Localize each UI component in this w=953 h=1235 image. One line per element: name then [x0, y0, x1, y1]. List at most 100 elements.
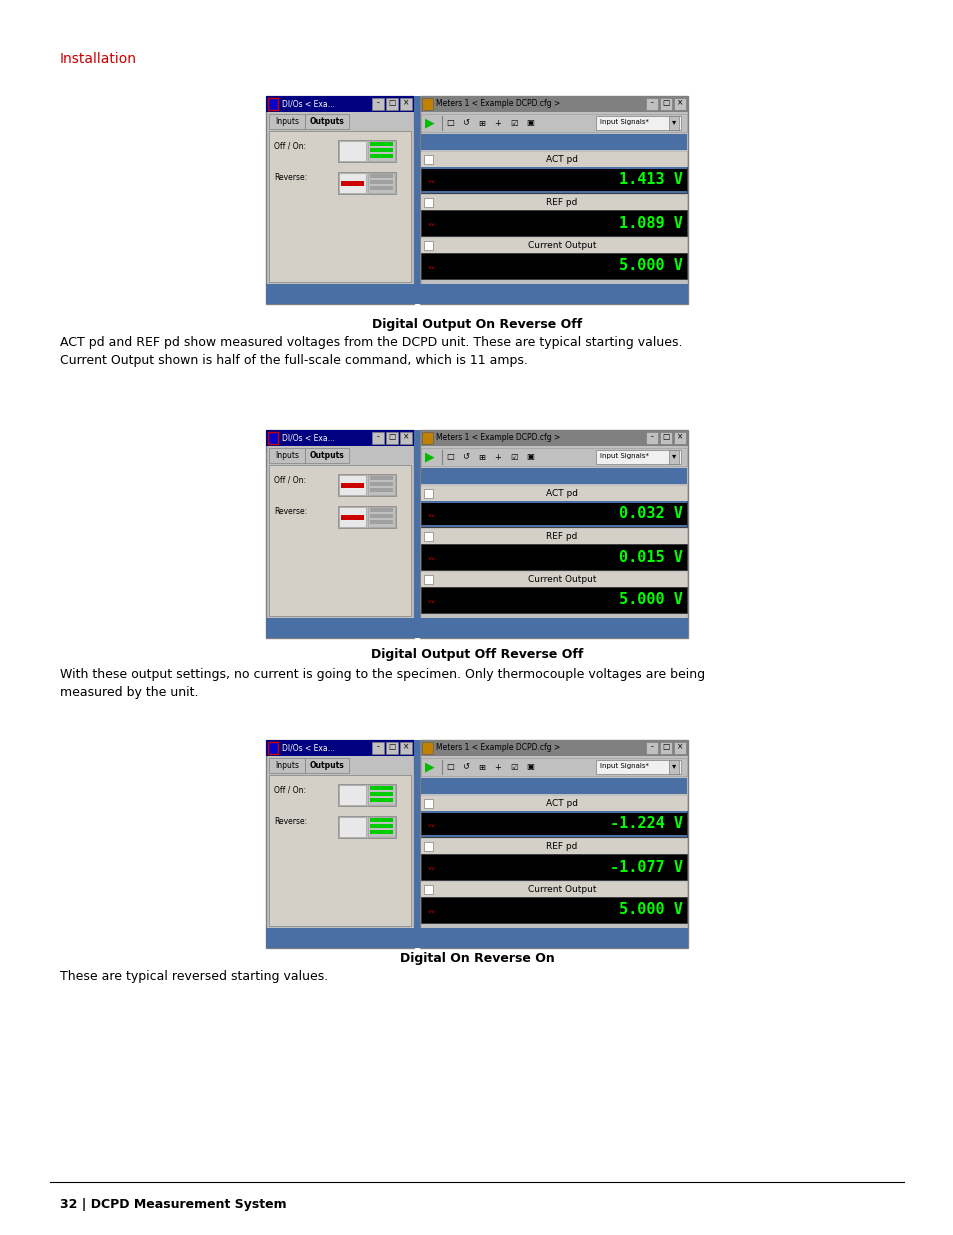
Text: Reverse:: Reverse: [274, 173, 307, 183]
Bar [340, 483, 364, 488]
Text: □: □ [388, 432, 395, 441]
Text: ↺: ↺ [462, 452, 469, 462]
Text: 32 | DCPD Measurement System: 32 | DCPD Measurement System [60, 1198, 286, 1212]
Bar [266, 430, 414, 638]
Bar [419, 96, 687, 112]
Text: 1.089 V: 1.089 V [618, 215, 682, 231]
Bar [420, 839, 686, 853]
Text: ᵥᵥ: ᵥᵥ [428, 175, 436, 185]
Text: Inputs: Inputs [274, 451, 298, 459]
Bar [370, 830, 393, 834]
Text: Inputs: Inputs [274, 761, 298, 769]
Bar [370, 148, 393, 152]
Bar [370, 792, 393, 797]
Bar [420, 897, 686, 923]
Bar [596, 450, 680, 464]
Text: ▶: ▶ [425, 451, 435, 463]
Text: ×: × [402, 432, 409, 441]
Text: ACT pd: ACT pd [545, 799, 578, 808]
Text: +: + [494, 762, 501, 772]
Bar [269, 131, 411, 282]
Text: 5.000 V: 5.000 V [618, 258, 682, 273]
Text: ⊞: ⊞ [478, 452, 485, 462]
Bar [337, 784, 395, 806]
Bar [268, 742, 277, 755]
Text: □: □ [446, 762, 454, 772]
Text: ᵥᵥ: ᵥᵥ [428, 219, 436, 228]
Bar [370, 142, 393, 146]
Text: These are typical reversed starting values.: These are typical reversed starting valu… [60, 969, 328, 983]
Bar [420, 210, 686, 236]
Text: ▾: ▾ [671, 117, 676, 126]
Bar [423, 799, 433, 808]
Bar [370, 475, 393, 480]
Text: +: + [494, 452, 501, 462]
Text: 5.000 V: 5.000 V [618, 903, 682, 918]
Text: Digital On Reverse On: Digital On Reverse On [399, 952, 554, 965]
Text: ▣: ▣ [525, 762, 534, 772]
Text: Current Output: Current Output [527, 241, 596, 249]
Text: Outputs: Outputs [310, 761, 344, 769]
Text: ▶: ▶ [425, 761, 435, 773]
Text: -: - [650, 432, 653, 441]
Bar [266, 430, 414, 446]
Bar [673, 432, 685, 445]
Bar [305, 114, 349, 128]
Bar [420, 114, 686, 132]
Bar [420, 529, 686, 543]
Bar [420, 835, 686, 837]
Bar [420, 587, 686, 613]
Bar [420, 501, 686, 527]
Bar [266, 96, 414, 304]
Text: □: □ [388, 742, 395, 752]
Text: Input Signals*: Input Signals* [599, 763, 648, 769]
Text: 0.032 V: 0.032 V [618, 506, 682, 521]
Bar [420, 195, 686, 210]
Bar [337, 474, 395, 496]
Text: ⊞: ⊞ [478, 119, 485, 127]
Text: Input Signals*: Input Signals* [599, 119, 648, 125]
Bar [338, 818, 366, 837]
Bar [414, 430, 419, 638]
Text: 5.000 V: 5.000 V [618, 593, 682, 608]
Bar [368, 508, 395, 527]
Text: +: + [494, 119, 501, 127]
Bar [368, 475, 395, 495]
Bar [420, 853, 686, 881]
Bar [370, 508, 393, 513]
Text: DI/Os < Exa...: DI/Os < Exa... [282, 433, 335, 442]
Bar [420, 191, 686, 193]
Bar [419, 927, 687, 948]
Bar [340, 182, 364, 186]
Bar [673, 98, 685, 110]
Bar [370, 154, 393, 158]
Bar [370, 520, 393, 524]
Text: ☑: ☑ [510, 452, 517, 462]
Text: Current Output: Current Output [527, 885, 596, 894]
Text: ▶: ▶ [425, 116, 435, 130]
Bar [399, 98, 412, 110]
Text: Reverse:: Reverse: [274, 508, 307, 516]
Text: ×: × [676, 432, 682, 441]
Bar [337, 506, 395, 529]
Text: ☑: ☑ [510, 762, 517, 772]
Bar [419, 740, 687, 948]
Bar [645, 432, 658, 445]
Text: ▾: ▾ [671, 762, 676, 771]
Bar [596, 116, 680, 130]
Text: -1.224 V: -1.224 V [609, 816, 682, 831]
Bar [420, 543, 686, 571]
Text: With these output settings, no current is going to the specimen. Only thermocoup: With these output settings, no current i… [60, 668, 704, 699]
Bar [266, 927, 414, 948]
Text: -: - [376, 432, 379, 441]
Text: Current Output: Current Output [527, 576, 596, 584]
Text: ᵥᵥ: ᵥᵥ [428, 905, 436, 915]
Text: 0.015 V: 0.015 V [618, 550, 682, 564]
Bar [423, 885, 433, 894]
Bar [368, 141, 395, 161]
Bar [370, 514, 393, 517]
Text: Inputs: Inputs [274, 117, 298, 126]
Text: Digital Output Off Reverse Off: Digital Output Off Reverse Off [371, 648, 582, 661]
Bar [645, 98, 658, 110]
Bar [370, 798, 393, 802]
